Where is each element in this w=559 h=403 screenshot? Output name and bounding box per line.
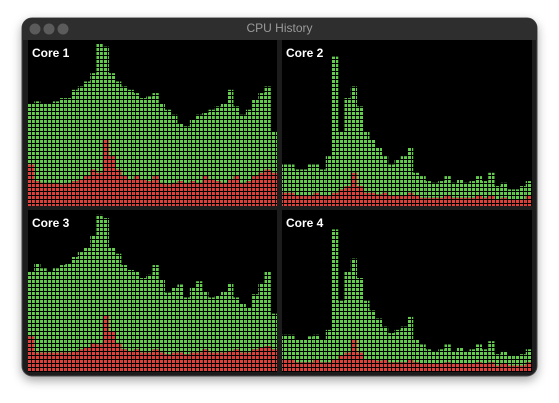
minimize-button[interactable] [43, 23, 55, 35]
led-grid [282, 210, 532, 372]
core-label: Core 1 [32, 46, 70, 60]
led-grid [28, 210, 277, 372]
close-button[interactable] [29, 23, 41, 35]
core-label: Core 2 [286, 46, 324, 60]
zoom-button[interactable] [57, 23, 69, 35]
led-grid [28, 40, 277, 206]
window-title: CPU History [246, 21, 312, 35]
led-grid [282, 40, 532, 206]
title-bar [22, 18, 537, 40]
core-label: Core 3 [32, 216, 70, 230]
core-label: Core 4 [286, 216, 324, 230]
